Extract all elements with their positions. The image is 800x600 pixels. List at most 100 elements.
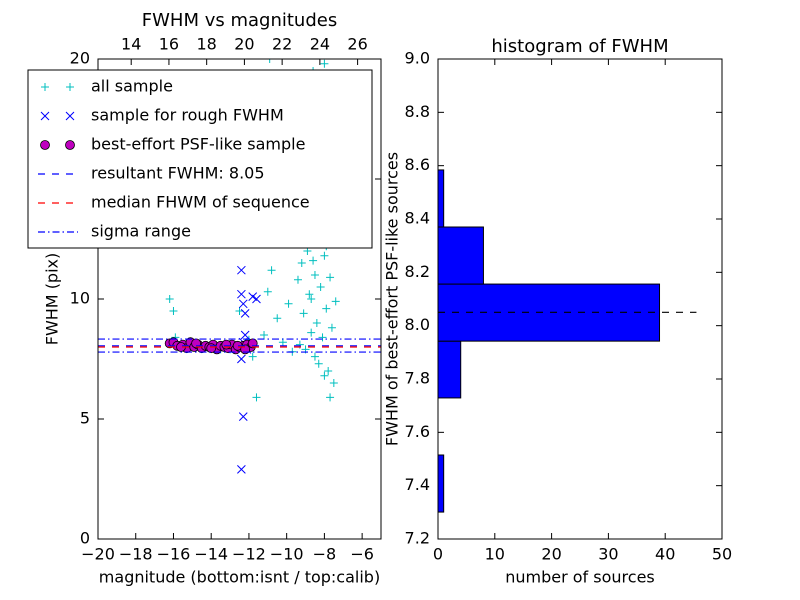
legend-marker — [40, 140, 50, 150]
legend-label: all sample — [91, 77, 173, 96]
point — [305, 290, 314, 299]
point — [206, 343, 217, 354]
y-tick-label: 20 — [70, 49, 90, 68]
x-axis-label: number of sources — [505, 568, 655, 587]
x-tick-label: 0 — [433, 545, 443, 564]
legend-marker — [41, 83, 49, 91]
chart-title: FWHM vs magnitudes — [142, 10, 337, 31]
y-axis-label: FWHM of best-effort PSF-like sources — [383, 152, 402, 446]
point — [237, 465, 246, 474]
point — [316, 283, 325, 291]
point — [238, 412, 248, 421]
x-tick-label: 50 — [712, 545, 732, 564]
x2-tick-label: 14 — [121, 35, 141, 54]
y-tick-label: 10 — [70, 289, 90, 308]
point — [326, 273, 335, 282]
legend-marker — [65, 111, 75, 121]
point — [248, 352, 257, 361]
x2-tick-label: 20 — [234, 35, 254, 54]
point — [320, 59, 329, 68]
x-tick-label: 30 — [598, 545, 618, 564]
x2-tick-label: 18 — [196, 35, 216, 54]
x-tick-label: −6 — [350, 545, 374, 564]
point — [320, 251, 329, 260]
point — [322, 304, 331, 313]
bar — [437, 226, 484, 285]
point — [248, 292, 258, 301]
x-tick-label: −12 — [232, 545, 266, 564]
y-tick-label: 7.2 — [405, 529, 430, 548]
point — [252, 294, 261, 304]
point — [240, 330, 250, 340]
point — [299, 309, 308, 318]
x-tick-label: 20 — [541, 545, 561, 564]
y-tick-label: 8.0 — [405, 315, 430, 334]
bar — [437, 169, 445, 228]
axes-frame — [437, 58, 723, 540]
point — [263, 287, 272, 296]
y-tick-label: 8.8 — [405, 102, 430, 121]
point — [309, 256, 318, 265]
x-axis-label: magnitude (bottom:isnt / top:calib) — [99, 568, 380, 587]
x2-tick-label: 16 — [159, 35, 179, 54]
legend-marker — [65, 140, 75, 150]
y-tick-label: 8.6 — [405, 155, 430, 174]
x2-tick-label: 26 — [347, 35, 367, 54]
x2-tick-label: 22 — [272, 35, 292, 54]
point — [326, 393, 335, 402]
point — [310, 352, 319, 361]
point — [221, 339, 232, 350]
y-tick-label: 0 — [80, 529, 90, 548]
x-tick-label: −14 — [194, 545, 228, 564]
point — [284, 299, 293, 308]
x-tick-label: −18 — [119, 545, 153, 564]
point — [297, 259, 306, 267]
x-tick-label: −8 — [313, 545, 337, 564]
point — [240, 309, 250, 318]
point — [293, 275, 302, 284]
bar — [437, 340, 462, 399]
point — [252, 393, 261, 402]
y-tick-label: 8.4 — [405, 209, 430, 228]
point — [312, 319, 321, 327]
point — [265, 59, 274, 63]
y-axis-label: FWHM (pix) — [43, 253, 62, 346]
legend-label: sigma range — [91, 222, 191, 241]
point — [267, 266, 276, 275]
legend-marker — [66, 83, 74, 91]
axes-frame — [97, 58, 382, 540]
x2-tick-label: 24 — [310, 35, 330, 54]
point — [314, 359, 323, 368]
point — [329, 379, 338, 387]
x-tick-label: 10 — [485, 545, 505, 564]
legend-label: sample for rough FWHM — [91, 106, 284, 125]
point — [307, 295, 316, 303]
y-tick-label: 5 — [80, 409, 90, 428]
x-tick-label: −10 — [270, 545, 304, 564]
legend-box — [27, 69, 373, 249]
point — [237, 265, 246, 275]
legend-label: resultant FWHM: 8.05 — [91, 164, 265, 183]
legend-marker — [40, 111, 50, 121]
point — [260, 331, 269, 339]
point — [273, 314, 282, 323]
y-tick-label: 7.6 — [405, 422, 430, 441]
bar — [437, 454, 445, 513]
x-tick-label: −20 — [81, 545, 115, 564]
point — [237, 289, 246, 299]
y-tick-label: 7.8 — [405, 369, 430, 388]
point — [237, 354, 246, 364]
y-tick-label: 8.2 — [405, 262, 430, 281]
y-tick-label: 9.0 — [405, 49, 430, 68]
y-tick-label: 7.4 — [405, 475, 430, 494]
legend-label: median FHWM of sequence — [91, 193, 310, 212]
point — [238, 299, 248, 309]
point — [320, 371, 329, 380]
point — [331, 297, 340, 306]
point — [169, 307, 178, 315]
point — [307, 328, 316, 337]
point — [327, 323, 336, 332]
chart-title: histogram of FWHM — [491, 36, 668, 57]
point — [310, 271, 319, 279]
